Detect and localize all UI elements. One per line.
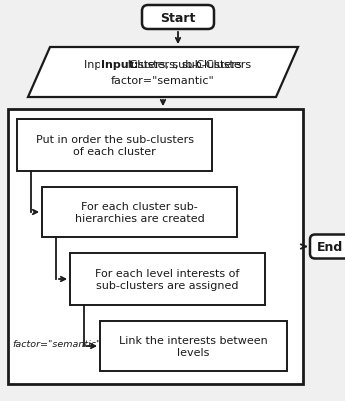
Text: Link the interests between
levels: Link the interests between levels <box>119 335 268 357</box>
Polygon shape <box>100 59 127 71</box>
Text: For each level interests of
sub-clusters are assigned: For each level interests of sub-clusters… <box>95 269 240 290</box>
Polygon shape <box>28 48 298 98</box>
FancyBboxPatch shape <box>310 235 345 259</box>
Bar <box>100 321 287 371</box>
Text: Input:: Input: <box>101 60 138 70</box>
Text: factor="semantic": factor="semantic" <box>111 76 215 86</box>
Bar <box>8 110 303 384</box>
Text: factor="semantic": factor="semantic" <box>12 340 100 348</box>
Bar <box>17 120 212 172</box>
Bar <box>42 188 237 237</box>
Text: End: End <box>317 241 343 253</box>
Text: For each cluster sub-
hierarchies are created: For each cluster sub- hierarchies are cr… <box>75 202 204 223</box>
FancyBboxPatch shape <box>142 6 214 30</box>
Text: Clusters, sub-Clusters: Clusters, sub-Clusters <box>127 60 252 70</box>
Text: Input: Clusters, sub-Clusters: Input: Clusters, sub-Clusters <box>84 60 242 70</box>
Text: Start: Start <box>160 12 196 24</box>
Bar <box>70 253 265 305</box>
Text: Put in order the sub-clusters
of each cluster: Put in order the sub-clusters of each cl… <box>36 135 194 156</box>
